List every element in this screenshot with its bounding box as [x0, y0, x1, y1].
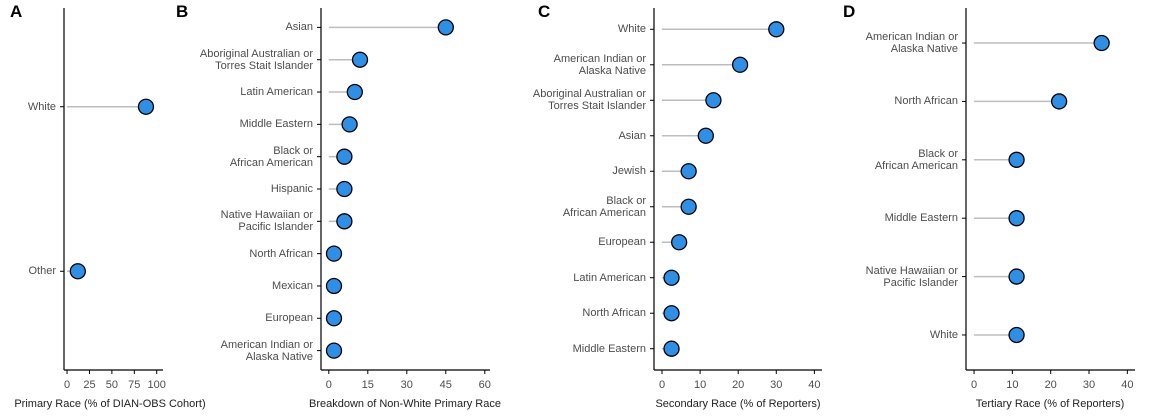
- x-axis-title: Breakdown of Non-White Primary Race: [309, 398, 501, 410]
- category-label: American Indian or Alaska Native: [220, 338, 313, 363]
- lollipop-dot: [680, 163, 697, 180]
- category-label: North African: [894, 95, 958, 108]
- x-tick-label: 10: [1006, 379, 1019, 391]
- x-tick-label: 10: [693, 379, 707, 391]
- category-label: European: [265, 312, 313, 325]
- lollipop-dot: [705, 92, 722, 109]
- lollipop-dot: [69, 263, 86, 280]
- lollipop-dot: [325, 342, 343, 359]
- x-tick-label: 30: [770, 379, 783, 391]
- lollipop-dot: [341, 116, 358, 133]
- x-axis-title: Tertiary Race (% of Reporters): [975, 398, 1125, 410]
- category-label: Middle Eastern: [884, 212, 958, 225]
- category-label: American Indian or Alaska Native: [553, 52, 646, 77]
- lollipop-dot: [336, 148, 353, 165]
- x-tick-label: 25: [83, 379, 96, 391]
- category-label: Jewish: [612, 165, 646, 178]
- x-tick-label: 20: [1044, 379, 1057, 391]
- x-tick-label: 15: [361, 379, 374, 391]
- lollipop-dot: [663, 305, 680, 322]
- x-tick-label: 40: [808, 379, 821, 391]
- panel-label: C: [538, 2, 551, 21]
- category-label: Black or African American: [562, 194, 646, 219]
- lollipop-dot: [680, 198, 697, 215]
- lollipop-dot: [1008, 210, 1025, 227]
- category-label: White: [617, 23, 646, 36]
- x-tick-label: 75: [128, 379, 141, 391]
- lollipop-dot: [351, 51, 369, 68]
- lollipop-dot: [1093, 34, 1110, 52]
- panel-label: D: [843, 2, 856, 21]
- lollipop-dot: [325, 245, 343, 262]
- x-tick-label: 0: [970, 379, 978, 391]
- category-label: North African: [582, 307, 646, 320]
- lollipop-dot: [697, 127, 714, 144]
- category-label: Hispanic: [270, 183, 313, 195]
- x-tick-label: 20: [732, 379, 745, 391]
- category-label: Asian: [618, 129, 646, 142]
- x-tick-label: 60: [478, 379, 491, 391]
- lollipop-dot: [768, 21, 785, 38]
- category-label: Middle Eastern: [239, 118, 313, 131]
- x-tick-label: 40: [1121, 379, 1134, 391]
- category-label: American Indian or Alaska Native: [865, 31, 958, 56]
- x-tick-label: 30: [1082, 379, 1096, 391]
- lollipop-dot: [663, 340, 680, 357]
- category-label: Black or African American: [229, 144, 313, 169]
- category-label: Mexican: [272, 279, 313, 292]
- category-label: Latin American: [240, 86, 313, 99]
- category-label: Other: [28, 265, 56, 278]
- category-label: Black or African American: [874, 147, 958, 172]
- category-label: Middle Eastern: [572, 342, 646, 355]
- lollipop-dot: [731, 56, 749, 73]
- panel-label: A: [10, 2, 23, 21]
- category-label: Aboriginal Australian or Torres Stait Is…: [532, 88, 646, 113]
- lollipop-dot: [663, 269, 680, 286]
- category-label: North African: [249, 247, 313, 260]
- lollipop-dot: [325, 310, 343, 327]
- lollipop-dot: [325, 277, 343, 295]
- x-tick-label: 0: [63, 379, 71, 391]
- category-label: Latin American: [573, 271, 646, 284]
- lollipop-dot: [670, 234, 688, 251]
- x-tick-label: 0: [325, 379, 332, 391]
- panel-label: B: [176, 2, 189, 21]
- category-label: Native Hawaiian or Pacific Islander: [220, 209, 313, 234]
- x-tick-label: 100: [147, 379, 166, 391]
- x-tick-label: 30: [400, 379, 413, 391]
- lollipop-dot: [1008, 326, 1025, 344]
- category-label: Asian: [285, 21, 313, 34]
- category-label: White: [27, 100, 56, 113]
- lollipop-dot: [1050, 93, 1068, 110]
- category-label: Native Hawaiian or Pacific Islander: [865, 264, 958, 289]
- lollipop-dot: [346, 83, 363, 101]
- category-label: White: [929, 328, 958, 341]
- lollipop-dot: [1008, 268, 1025, 285]
- x-tick-label: 50: [105, 379, 118, 391]
- x-axis-title: Primary Race (% of DIAN-OBS Cohort): [14, 398, 206, 410]
- lollipop-dot: [336, 213, 353, 230]
- category-label: European: [598, 236, 646, 249]
- category-label: Aboriginal Australian or Torres Stait Is…: [199, 47, 313, 72]
- x-tick-label: 0: [658, 379, 666, 391]
- x-tick-label: 45: [439, 379, 452, 391]
- lollipop-dot: [336, 180, 353, 198]
- lollipop-dot: [137, 98, 155, 115]
- x-axis-title: Secondary Race (% of Reporters): [655, 398, 821, 410]
- lollipop-dot: [437, 19, 454, 36]
- lollipop-dot: [1008, 151, 1025, 168]
